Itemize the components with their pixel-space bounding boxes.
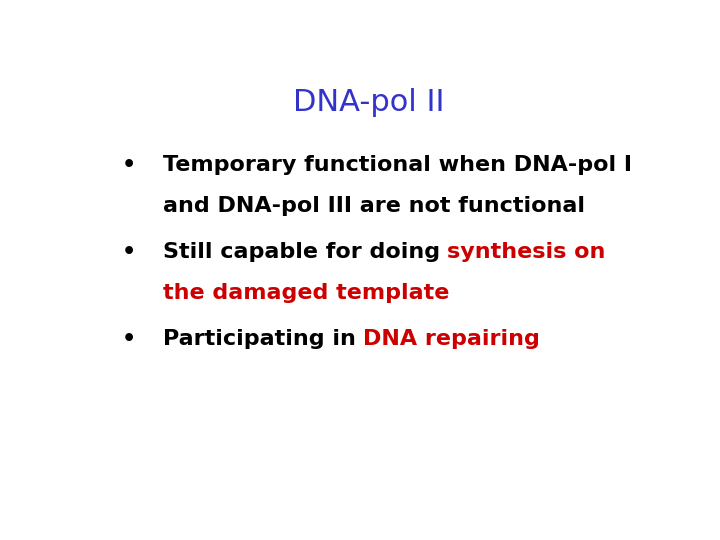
Text: •: • <box>122 154 136 174</box>
Text: and DNA-pol III are not functional: and DNA-pol III are not functional <box>163 196 585 216</box>
Text: the damaged template: the damaged template <box>163 284 449 303</box>
Text: Temporary functional when DNA-pol I: Temporary functional when DNA-pol I <box>163 154 631 174</box>
Text: •: • <box>122 329 136 349</box>
Text: Participating in: Participating in <box>163 329 363 349</box>
Text: DNA-pol II: DNA-pol II <box>293 87 445 117</box>
Text: synthesis on: synthesis on <box>447 242 606 262</box>
Text: •: • <box>122 242 136 262</box>
Text: DNA repairing: DNA repairing <box>363 329 540 349</box>
Text: Still capable for doing: Still capable for doing <box>163 242 447 262</box>
